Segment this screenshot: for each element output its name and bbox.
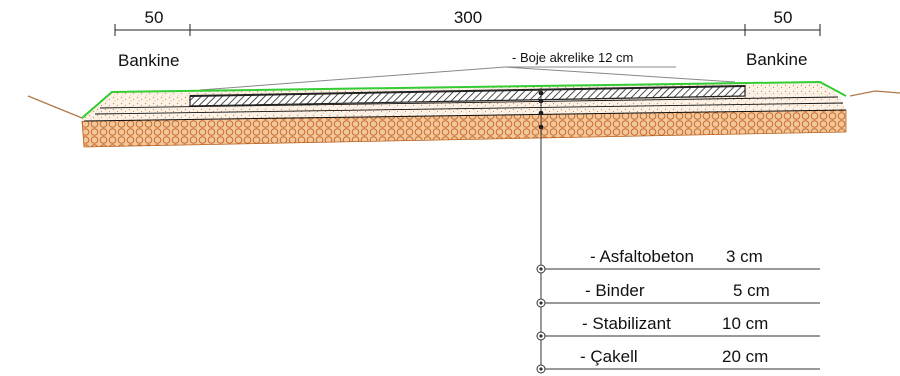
layer-name-3: - Stabilizant: [582, 314, 671, 333]
layer-thickness-4: 20 cm: [722, 347, 768, 366]
dimension-left: 50: [145, 8, 164, 27]
dimension-right: 50: [774, 8, 793, 27]
layer-thickness-1: 3 cm: [726, 247, 763, 266]
boundary-line-1: [83, 109, 847, 122]
dimension-center: 300: [454, 8, 482, 27]
layer-name-2: - Binder: [585, 281, 645, 300]
dimension-line: 50 300 50: [114, 8, 821, 36]
ground-line-left: [27, 95, 83, 119]
right-shoulder-label: Bankine: [746, 50, 807, 69]
ground-line-right: [849, 90, 900, 97]
paint-leader-right: [504, 66, 736, 83]
paint-leader-left: [199, 66, 506, 91]
paint-marking-label: - Boje akrelike 12 cm: [512, 50, 633, 65]
boundary-line-3: [99, 96, 839, 109]
layer-name-1: - Asfaltobeton: [590, 247, 694, 266]
grass-edge: [81, 80, 847, 119]
layer-thickness-2: 5 cm: [733, 281, 770, 300]
boundary-line-2: [94, 102, 844, 115]
layer-name-4: - Çakell: [580, 347, 638, 366]
layer-thickness-3: 10 cm: [722, 314, 768, 333]
asphalt-top-edge: [189, 85, 746, 97]
left-shoulder-label: Bankine: [118, 51, 179, 70]
